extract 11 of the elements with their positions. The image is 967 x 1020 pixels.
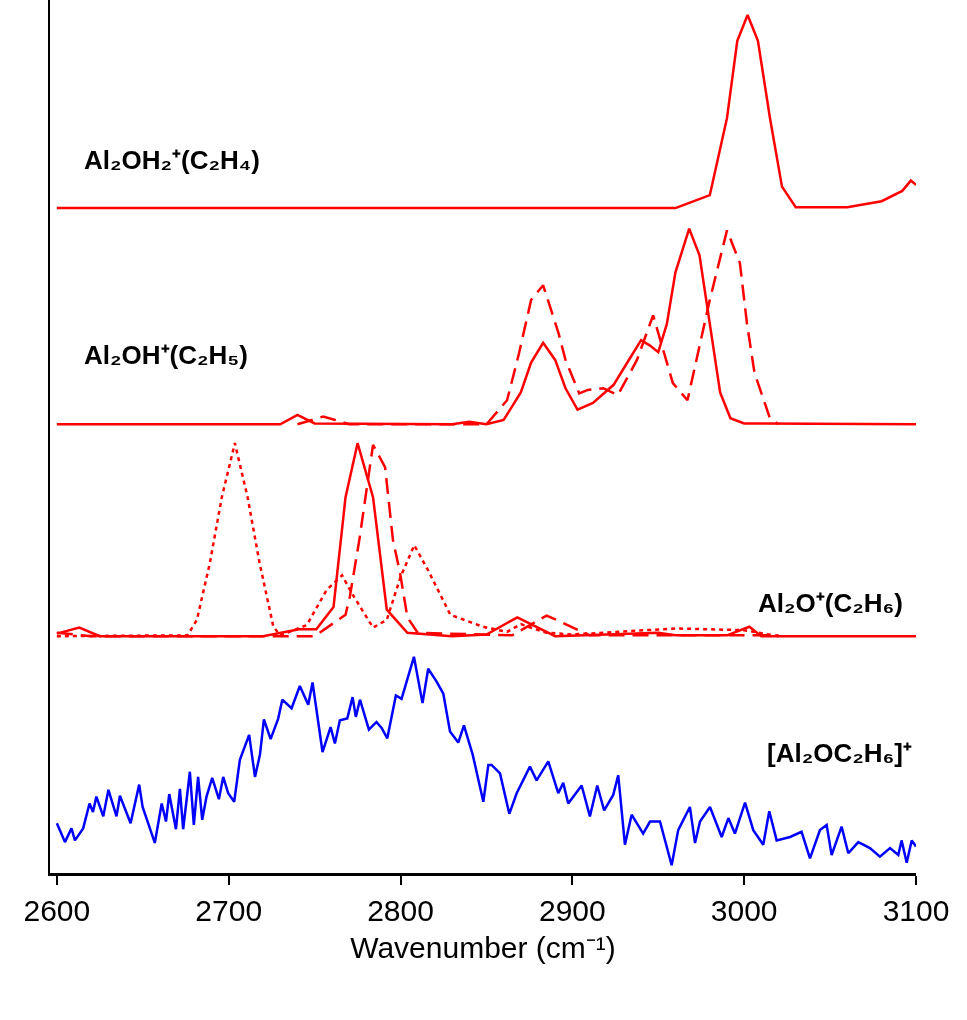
x-tick-label: 2800 [367, 893, 434, 927]
annotation: Al₂OH₂⁺(C₂H₄) [84, 145, 260, 175]
x-tick-label: 2900 [538, 893, 606, 927]
x-tick-label: 2700 [195, 893, 263, 927]
x-tick-label: 3100 [882, 893, 950, 927]
annotation: Al₂O⁺(C₂H₆) [758, 588, 904, 618]
annotation: Al₂OH⁺(C₂H₅) [84, 340, 248, 370]
x-tick-label: 2600 [23, 893, 91, 927]
x-tick-label: 3000 [710, 893, 778, 927]
annotation: [Al₂OC₂H₆]⁺ [767, 738, 913, 768]
x-axis-title: Wavenumber (cm⁻¹) [350, 931, 616, 965]
